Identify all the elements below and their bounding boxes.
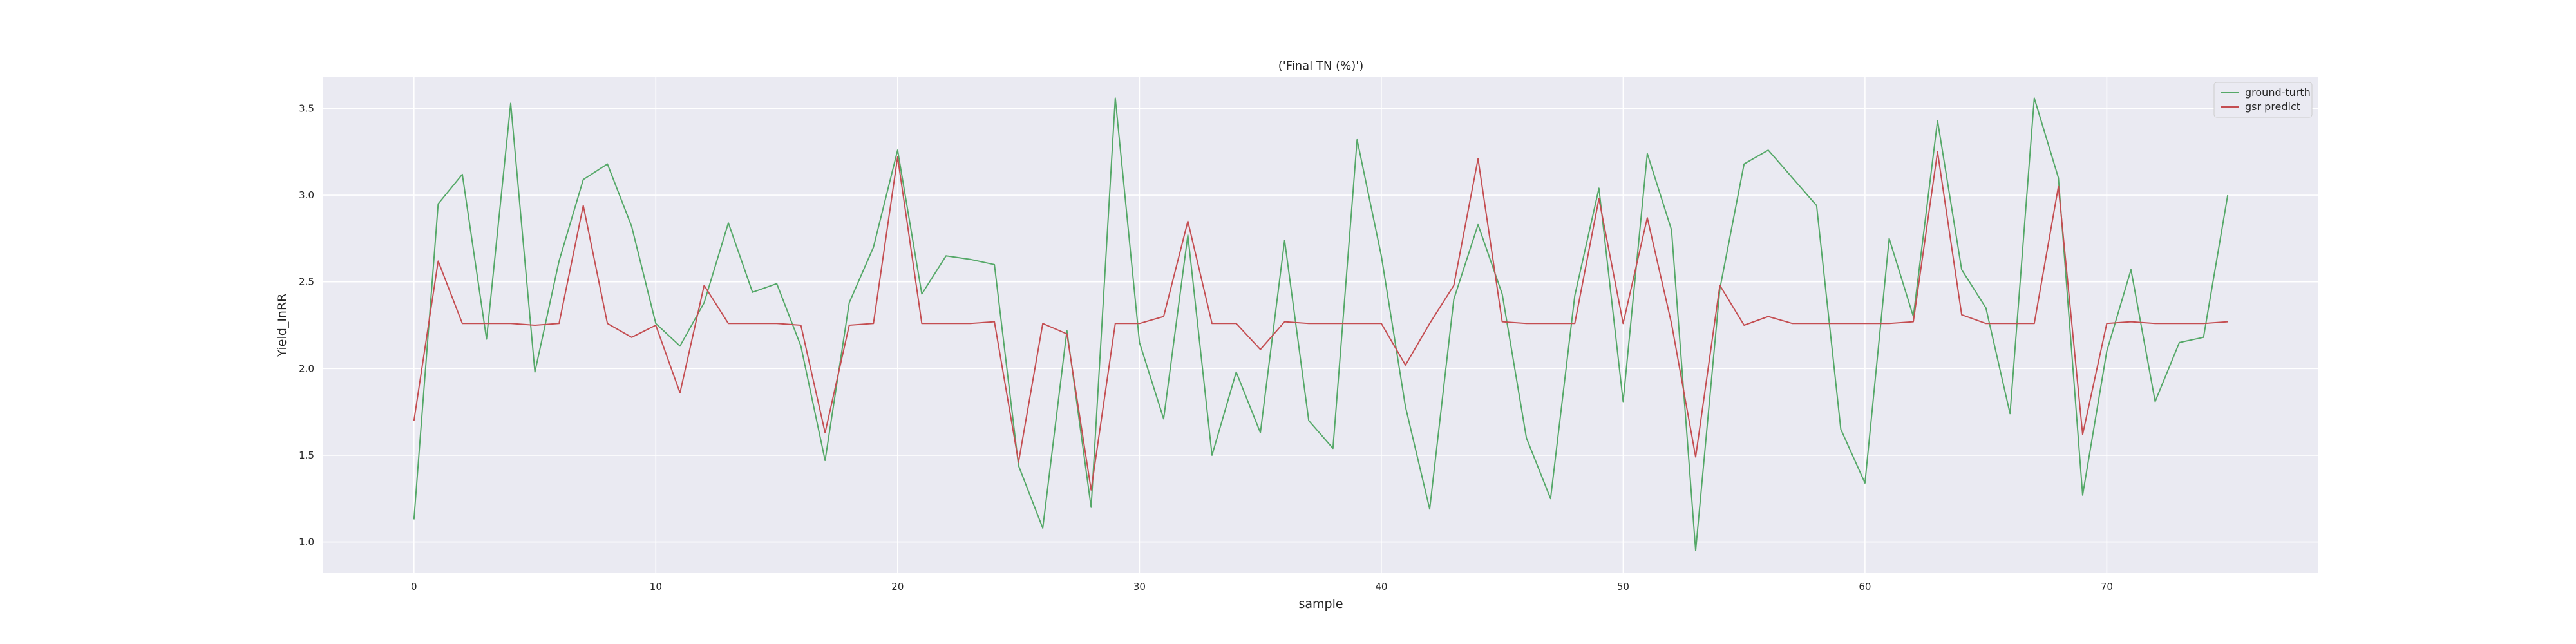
series-lines bbox=[413, 97, 2229, 551]
x-tick-label: 0 bbox=[411, 581, 417, 592]
series-line-2 bbox=[413, 151, 2228, 491]
x-axis-label: sample bbox=[1298, 597, 1343, 611]
x-tick-label: 10 bbox=[650, 581, 662, 592]
x-axis-ticks: 0 10 20 30 40 50 60 70 bbox=[411, 581, 2113, 592]
x-tick-label: 20 bbox=[891, 581, 904, 592]
chart-title: ('Final TN (%)') bbox=[1278, 59, 1363, 73]
y-tick-label: 2.0 bbox=[299, 363, 314, 374]
y-tick-label: 3.5 bbox=[299, 102, 314, 114]
y-tick-label: 2.5 bbox=[299, 276, 314, 288]
y-axis-label: Yield_InRR bbox=[275, 294, 289, 358]
plot-area bbox=[323, 77, 2318, 573]
x-tick-label: 40 bbox=[1375, 581, 1387, 592]
y-axis-ticks: 1.0 1.5 2.0 2.5 3.0 3.5 bbox=[299, 102, 314, 547]
series-line-1 bbox=[413, 97, 2229, 551]
y-tick-label: 1.0 bbox=[299, 536, 314, 548]
x-tick-label: 50 bbox=[1617, 581, 1629, 592]
legend-box bbox=[2213, 82, 2313, 118]
x-tick-label: 60 bbox=[1859, 581, 1871, 592]
legend-label: gsr predict bbox=[2245, 100, 2300, 113]
gridlines bbox=[323, 77, 2318, 573]
x-tick-label: 30 bbox=[1133, 581, 1146, 592]
x-tick-label: 70 bbox=[2101, 581, 2113, 592]
legend-label: ground-turth bbox=[2245, 86, 2311, 99]
y-tick-label: 1.5 bbox=[299, 450, 314, 461]
y-tick-label: 3.0 bbox=[299, 189, 314, 201]
